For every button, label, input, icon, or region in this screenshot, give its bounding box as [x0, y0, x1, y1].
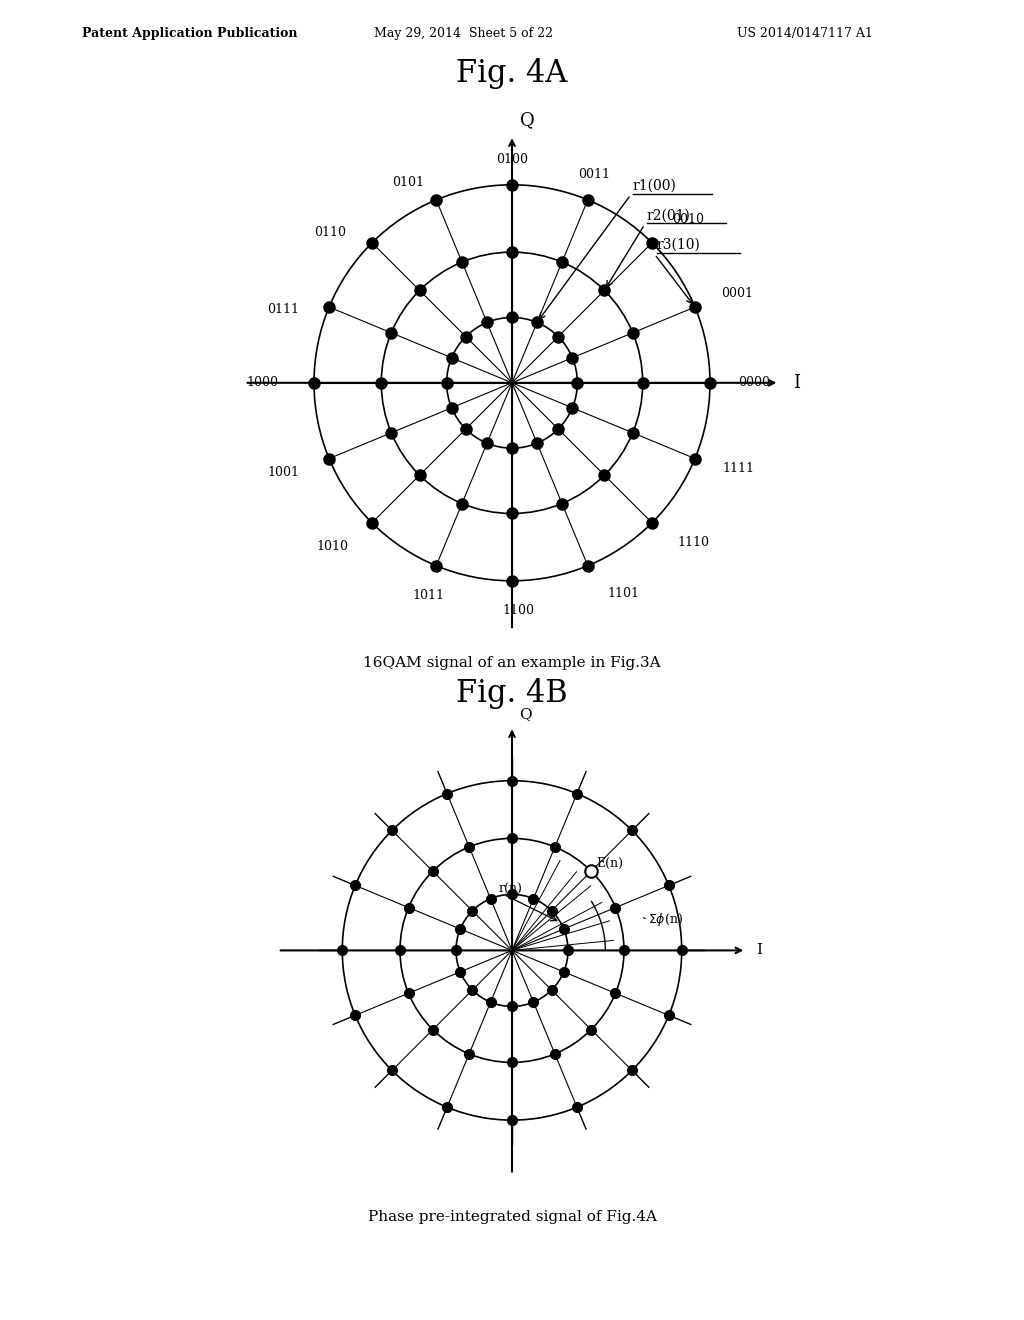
Text: Q: Q	[519, 708, 531, 721]
Text: 0010: 0010	[672, 213, 703, 226]
Text: 1000: 1000	[247, 376, 279, 389]
Text: I: I	[794, 374, 800, 392]
Text: $\Sigma\phi$(n): $\Sigma\phi$(n)	[648, 911, 683, 928]
Text: 1110: 1110	[678, 536, 710, 549]
Text: E(n): E(n)	[596, 857, 624, 870]
Text: 0011: 0011	[578, 168, 609, 181]
Text: May 29, 2014  Sheet 5 of 22: May 29, 2014 Sheet 5 of 22	[374, 26, 553, 40]
Text: 1100: 1100	[502, 605, 534, 616]
Text: US 2014/0147117 A1: US 2014/0147117 A1	[737, 26, 873, 40]
Text: 1001: 1001	[267, 466, 299, 479]
Text: 1101: 1101	[607, 587, 640, 601]
Text: I: I	[757, 944, 763, 957]
Text: 0101: 0101	[392, 176, 424, 189]
Text: r3(10): r3(10)	[656, 238, 700, 252]
Text: 0000: 0000	[737, 376, 770, 389]
Text: Q: Q	[520, 111, 535, 129]
Text: r2(01): r2(01)	[646, 209, 690, 223]
Text: 1111: 1111	[723, 462, 755, 475]
Text: Patent Application Publication: Patent Application Publication	[82, 26, 297, 40]
Text: Fig. 4B: Fig. 4B	[456, 678, 568, 709]
Text: 0100: 0100	[496, 153, 528, 165]
Text: 1011: 1011	[413, 589, 444, 602]
Text: 0110: 0110	[314, 227, 346, 239]
Text: Fig. 4A: Fig. 4A	[457, 58, 567, 88]
Text: 1010: 1010	[316, 540, 348, 553]
Text: 0111: 0111	[267, 302, 299, 315]
Text: Phase pre-integrated signal of Fig.4A: Phase pre-integrated signal of Fig.4A	[368, 1210, 656, 1224]
Text: r1(00): r1(00)	[633, 178, 677, 193]
Text: 0001: 0001	[721, 286, 753, 300]
Text: r(n): r(n)	[499, 883, 522, 896]
Text: 16QAM signal of an example in Fig.3A: 16QAM signal of an example in Fig.3A	[364, 656, 660, 669]
